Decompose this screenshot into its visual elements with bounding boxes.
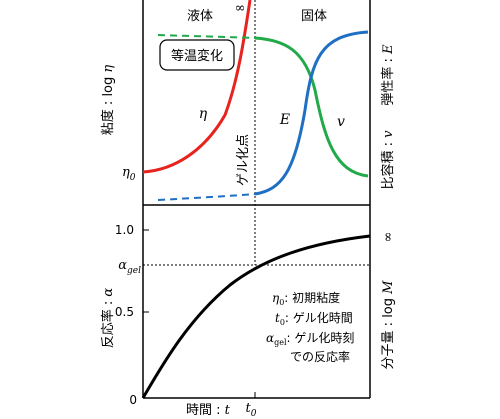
legend-item-eta0: η0: 初期粘度 — [272, 290, 340, 307]
ytick-0-label: 0 — [129, 393, 137, 407]
e-curve — [254, 30, 369, 196]
e-curve-label: E — [279, 112, 290, 128]
molecular-weight-axis-label: 分子量 : log M — [381, 280, 396, 370]
gel-point-label: ゲル化点 — [236, 134, 251, 186]
bottom-panel: 1.0 0.5 0 αgel 反応率 : α ∞ 分子量 : log M t0 … — [100, 205, 396, 419]
alpha-gel-label: αgel — [118, 258, 141, 276]
infinity-mark-top: ∞ — [235, 1, 246, 16]
top-panel: 液体 固体 ∞ 等温変化 η E v ゲル化点 η0 粘度 : log η 弾性… — [100, 0, 396, 265]
isothermal-box — [159, 39, 235, 71]
specific-volume-axis-label: 比容積 : v — [380, 130, 396, 190]
legend-item-alpha-gel-cont: での反応率 — [290, 349, 350, 364]
eta-curve-label: η — [199, 106, 208, 122]
ytick-05-label: 0.5 — [115, 305, 134, 319]
eta0-label: η0 — [122, 165, 136, 183]
legend-item-t0: t0: ゲル化時間 — [275, 311, 353, 327]
t0-label: t0 — [246, 401, 257, 419]
v-curve — [254, 36, 369, 178]
conversion-curve — [141, 234, 371, 399]
infinity-mark-right: ∞ — [381, 232, 396, 243]
v-curve-label: v — [337, 114, 345, 130]
eta-curve — [142, 0, 252, 174]
legend-item-alpha-gel: αgel: ゲル化時刻 — [266, 331, 354, 347]
time-axis-label: 時間 : t — [186, 403, 231, 418]
viscosity-axis-label: 粘度 : log η — [100, 65, 116, 136]
solid-region-label: 固体 — [301, 9, 327, 24]
legend: η0: 初期粘度 t0: ゲル化時間 αgel: ゲル化時刻 での反応率 — [266, 290, 354, 364]
isothermal-label: 等温変化 — [171, 48, 223, 64]
conversion-axis-label: 反応率 : α — [100, 288, 116, 349]
ytick-1-label: 1.0 — [115, 223, 134, 237]
v-curve-dashed — [157, 34, 256, 39]
liquid-region-label: 液体 — [187, 9, 213, 24]
e-curve-dashed — [157, 193, 256, 201]
modulus-axis-label: 弾性率 : E — [380, 44, 396, 106]
